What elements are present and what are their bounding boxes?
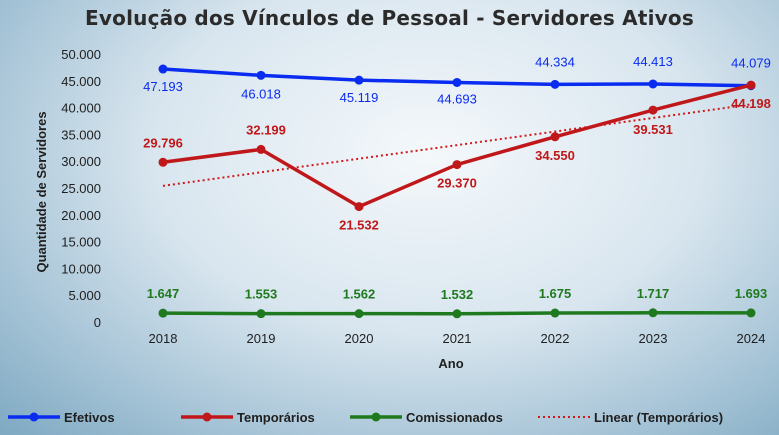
y-tick-label: 40.000 <box>61 101 101 116</box>
data-point <box>256 309 266 319</box>
data-point <box>550 308 560 318</box>
y-tick-label: 30.000 <box>61 154 101 169</box>
data-label-efetivos: 44.334 <box>535 54 575 69</box>
data-point <box>452 77 462 87</box>
data-label-comissionados: 1.717 <box>637 286 670 301</box>
legend-marker <box>202 412 212 422</box>
legend-label: Comissionados <box>406 410 503 425</box>
data-label-temporarios: 29.370 <box>437 176 477 191</box>
data-point <box>550 132 560 142</box>
y-tick-label: 5.000 <box>68 288 101 303</box>
legend-label: Linear (Temporários) <box>594 410 723 425</box>
y-tick-label: 10.000 <box>61 261 101 276</box>
data-label-comissionados: 1.532 <box>441 287 474 302</box>
legend-label: Efetivos <box>64 410 115 425</box>
data-label-efetivos: 45.119 <box>340 90 379 105</box>
data-label-efetivos: 44.413 <box>633 54 673 69</box>
data-point <box>452 309 462 319</box>
data-label-comissionados: 1.693 <box>735 286 768 301</box>
data-point <box>354 309 364 319</box>
x-tick-label: 2018 <box>149 331 178 346</box>
y-tick-label: 0 <box>94 315 101 330</box>
data-point <box>256 144 266 154</box>
data-label-comissionados: 1.647 <box>147 286 180 301</box>
y-tick-label: 15.000 <box>61 235 101 250</box>
data-point <box>550 79 560 89</box>
data-point <box>648 79 658 89</box>
y-tick-label: 35.000 <box>61 127 101 142</box>
data-label-temporarios: 32.199 <box>246 122 286 137</box>
data-point <box>158 64 168 74</box>
data-label-efetivos: 44.079 <box>731 56 771 71</box>
data-label-temporarios: 34.550 <box>535 148 575 163</box>
y-axis-title: Quantidade de Servidores <box>34 111 49 272</box>
y-tick-label: 45.000 <box>61 74 101 89</box>
legend-label: Temporários <box>237 410 315 425</box>
data-point <box>158 308 168 318</box>
y-tick-label: 25.000 <box>61 181 101 196</box>
x-axis-title: Ano <box>438 356 463 371</box>
data-point <box>746 308 756 318</box>
legend-marker <box>29 412 39 422</box>
data-point <box>648 308 658 318</box>
x-tick-label: 2022 <box>541 331 570 346</box>
data-label-efetivos: 44.693 <box>437 91 477 106</box>
legend-marker <box>371 412 381 422</box>
data-point <box>648 105 658 115</box>
chart-title: Evolução dos Vínculos de Pessoal - Servi… <box>85 6 694 30</box>
data-label-efetivos: 47.193 <box>143 79 183 94</box>
y-tick-label: 50.000 <box>61 47 101 62</box>
x-tick-label: 2020 <box>345 331 374 346</box>
x-tick-label: 2021 <box>443 331 472 346</box>
data-label-temporarios: 44.198 <box>731 96 771 111</box>
data-label-comissionados: 1.553 <box>245 287 278 302</box>
data-point <box>354 75 364 85</box>
data-label-temporarios: 21.532 <box>339 218 379 233</box>
data-label-temporarios: 39.531 <box>633 122 673 137</box>
data-point <box>354 202 364 212</box>
x-tick-label: 2024 <box>737 331 766 346</box>
data-point <box>452 160 462 170</box>
data-label-temporarios: 29.796 <box>143 135 183 150</box>
data-point <box>256 70 266 80</box>
data-label-comissionados: 1.675 <box>539 286 572 301</box>
x-tick-label: 2023 <box>639 331 668 346</box>
x-tick-label: 2019 <box>247 331 276 346</box>
y-tick-label: 20.000 <box>61 208 101 223</box>
data-point <box>746 80 756 90</box>
data-point <box>158 157 168 167</box>
trendline-temporarios <box>162 103 752 187</box>
data-label-comissionados: 1.562 <box>343 287 376 302</box>
data-label-efetivos: 46.018 <box>241 86 281 101</box>
